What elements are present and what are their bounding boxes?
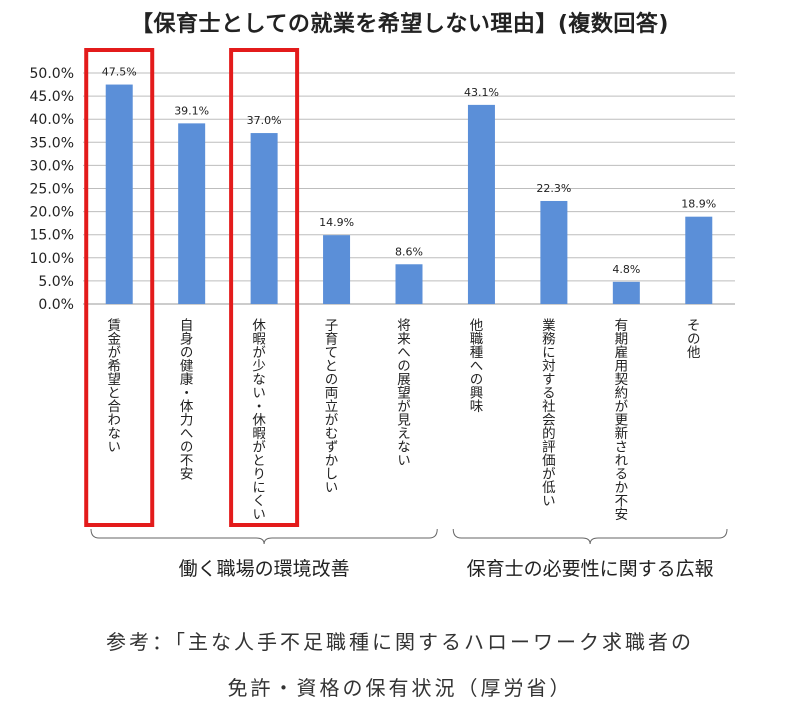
category-label: 休暇が少ない・休暇がとりにくい <box>249 318 266 521</box>
bar <box>612 281 640 304</box>
data-label: 8.6% <box>395 245 423 258</box>
data-label: 18.9% <box>681 198 716 211</box>
data-label: 43.1% <box>464 86 499 99</box>
y-tick-label: 35.0% <box>30 135 74 151</box>
highlight-frame <box>229 48 300 527</box>
chart-title: 【保育士としての就業を希望しない理由】(複数回答) <box>131 12 669 37</box>
data-label: 37.0% <box>247 114 282 127</box>
data-label: 22.3% <box>536 182 571 195</box>
category-label: 有期雇用契約が更新されるか不安 <box>611 318 628 521</box>
y-tick-label: 5.0% <box>38 274 74 290</box>
bar <box>395 264 423 304</box>
bar <box>105 84 133 304</box>
group-label: 保育士の必要性に関する広報 <box>467 558 714 580</box>
bar <box>250 133 278 304</box>
data-label: 47.5% <box>102 66 137 79</box>
group-label: 働く職場の環境改善 <box>179 558 350 580</box>
y-tick-label: 45.0% <box>30 89 74 105</box>
category-label: 業務に対する社会的評価が低い <box>539 318 556 507</box>
highlight-frame <box>84 48 155 527</box>
y-tick-label: 50.0% <box>30 66 74 82</box>
bar <box>540 200 568 304</box>
y-tick-label: 10.0% <box>30 251 74 267</box>
category-label: 自身の健康・体力への不安 <box>177 318 194 481</box>
y-tick-label: 40.0% <box>30 112 74 128</box>
data-label: 39.1% <box>174 104 209 117</box>
group-bracket <box>90 528 438 545</box>
y-tick-label: 25.0% <box>30 182 74 198</box>
category-label: 賃金が希望と合わない <box>104 318 121 453</box>
y-tick-label: 30.0% <box>30 158 74 174</box>
bar <box>685 216 713 304</box>
category-label: 他職種への興味 <box>466 318 483 413</box>
bar-chart: 0.0% 5.0% 10.0% 15.0% 20.0% 25.0% 30.0% 35.0% 40… <box>30 48 735 580</box>
category-label: その他 <box>684 318 701 360</box>
group-bracket <box>452 528 728 545</box>
data-label: 14.9% <box>319 216 354 229</box>
category-label: 子育てとの両立がむずかしい <box>322 318 339 494</box>
source-caption-line1: 参考：「主な人手不足職種に関するハローワーク求職者の <box>106 630 694 654</box>
category-label: 将来への展望が見えない <box>394 318 411 467</box>
y-tick-label: 15.0% <box>30 228 74 244</box>
bar <box>323 235 351 304</box>
bar <box>178 123 206 304</box>
bar <box>467 104 495 305</box>
y-tick-label: 20.0% <box>30 205 74 221</box>
data-label: 4.8% <box>612 263 640 276</box>
source-caption-line2: 免許・資格の保有状況（厚労省） <box>227 676 573 700</box>
y-tick-label: 0.0% <box>38 297 74 313</box>
